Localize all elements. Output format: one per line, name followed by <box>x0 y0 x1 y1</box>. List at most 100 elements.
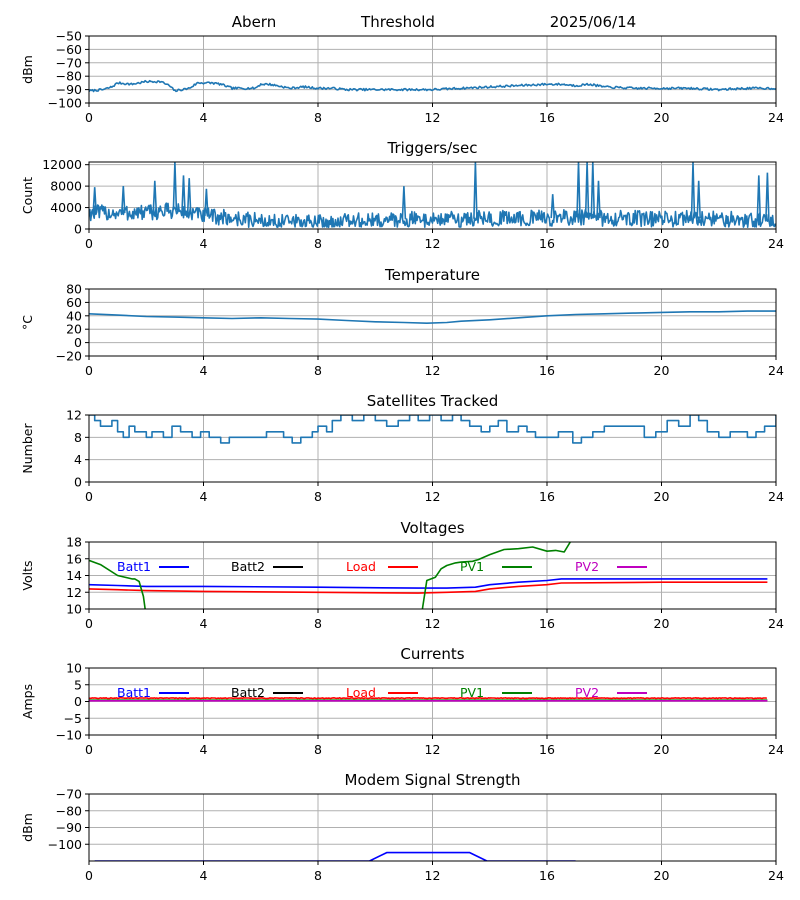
x-tick-label: 24 <box>768 489 784 504</box>
x-tick-label: 4 <box>200 742 208 757</box>
y-tick-label: 80 <box>66 282 82 297</box>
chart-voltages: Voltages Volts Batt1 Batt2 Load PV1 PV2 0 4 8 12 16… <box>20 519 784 631</box>
x-tick-label: 8 <box>314 868 322 883</box>
y-tick-label: 20 <box>66 322 82 337</box>
series-spike <box>152 180 158 213</box>
header-station: Abern <box>232 13 276 31</box>
x-tick-label: 12 <box>425 616 441 631</box>
series-line-pv1 <box>89 542 572 609</box>
y-tick-label: 14 <box>66 568 82 583</box>
series-spike <box>696 180 701 219</box>
x-tick-label: 16 <box>539 616 555 631</box>
series-spike <box>204 188 209 216</box>
x-tick-label: 16 <box>539 868 555 883</box>
x-tick-label: 8 <box>314 110 322 125</box>
legend-label-load: Load <box>346 559 376 574</box>
legend-label-load: Load <box>346 685 376 700</box>
series-spike <box>550 194 555 219</box>
y-tick-label: −90 <box>56 82 82 97</box>
y-tick-label: 12000 <box>42 157 82 172</box>
y-tick-label: −80 <box>56 69 82 84</box>
series-spike <box>596 180 601 219</box>
chart-currents: Currents Amps Batt1 Batt2 Load PV1 PV2 0 4 8 12 16 2… <box>20 645 784 757</box>
chart-title: Triggers/sec <box>387 139 478 157</box>
x-tick-label: 8 <box>314 236 322 251</box>
y-tick-label: −60 <box>56 42 82 57</box>
x-tick-label: 0 <box>85 868 93 883</box>
y-tick-label: −20 <box>56 349 82 364</box>
y-tick-label: 16 <box>66 551 82 566</box>
x-tick-label: 12 <box>425 868 441 883</box>
chart-title: Modem Signal Strength <box>345 771 521 789</box>
y-tick-label: 12 <box>66 585 82 600</box>
y-tick-label: 12 <box>66 408 82 423</box>
chart-title: Temperature <box>384 266 480 284</box>
x-tick-label: 20 <box>654 363 670 378</box>
x-tick-label: 4 <box>200 868 208 883</box>
y-tick-label: 8 <box>74 430 82 445</box>
x-tick-label: 0 <box>85 616 93 631</box>
x-tick-label: 16 <box>539 363 555 378</box>
series-spike <box>765 172 770 221</box>
legend-label-batt1: Batt1 <box>117 685 151 700</box>
x-tick-label: 24 <box>768 616 784 631</box>
y-tick-label: −90 <box>56 820 82 835</box>
series-line-batt1 <box>89 578 768 589</box>
legend-label-batt1: Batt1 <box>117 559 151 574</box>
series-spike <box>121 186 126 213</box>
series-line-load <box>89 697 768 700</box>
x-tick-label: 16 <box>539 489 555 504</box>
series-spike <box>584 162 590 218</box>
y-axis-label: dBm <box>20 55 35 84</box>
x-tick-label: 4 <box>200 616 208 631</box>
y-tick-label: 10 <box>66 602 82 617</box>
y-axis-label: dBm <box>20 813 35 842</box>
series-line-series <box>89 202 776 229</box>
legend-label-pv2: PV2 <box>575 559 599 574</box>
y-tick-label: 0 <box>74 475 82 490</box>
y-tick-label: 5 <box>74 677 82 692</box>
legend-label-pv1: PV1 <box>460 685 484 700</box>
x-tick-label: 4 <box>200 363 208 378</box>
legend-label-batt2: Batt2 <box>231 559 265 574</box>
series-spike <box>92 187 97 213</box>
series-spike <box>756 175 762 221</box>
x-tick-label: 16 <box>539 110 555 125</box>
legend-label-pv1: PV1 <box>460 559 484 574</box>
series-line-series <box>89 79 776 93</box>
y-tick-label: −80 <box>56 803 82 818</box>
y-tick-label: 18 <box>66 535 82 550</box>
x-tick-label: 20 <box>654 742 670 757</box>
series-line-batt1 <box>94 851 576 861</box>
y-tick-label: 8000 <box>50 179 82 194</box>
header-mode: Threshold <box>360 13 435 31</box>
x-tick-label: 16 <box>539 236 555 251</box>
y-axis-label: Amps <box>20 684 35 719</box>
chart-triggers: Triggers/sec Count 0 4 8 12 16 20 24 0 4000 8000 120… <box>20 139 784 251</box>
y-tick-label: −100 <box>48 96 82 111</box>
y-axis-label: °C <box>20 315 35 330</box>
x-tick-label: 12 <box>425 236 441 251</box>
y-tick-label: 4 <box>74 452 82 467</box>
legend-label-batt2: Batt2 <box>231 685 265 700</box>
y-tick-label: −50 <box>56 29 82 44</box>
series-line-series <box>89 310 776 324</box>
x-tick-label: 24 <box>768 110 784 125</box>
x-tick-label: 20 <box>654 868 670 883</box>
y-tick-label: 40 <box>66 308 82 323</box>
y-tick-label: −100 <box>48 837 82 852</box>
x-tick-label: 0 <box>85 742 93 757</box>
header-date: 2025/06/14 <box>550 13 636 31</box>
series-line-series <box>89 415 776 444</box>
chart-noise: dBm 0 4 8 12 16 20 24 −100−90−80−70−60−50 <box>20 29 784 126</box>
y-tick-label: 0 <box>74 335 82 350</box>
x-tick-label: 8 <box>314 616 322 631</box>
y-axis-label: Number <box>20 423 35 474</box>
x-tick-label: 12 <box>425 489 441 504</box>
chart-title: Voltages <box>400 519 464 537</box>
x-tick-label: 8 <box>314 489 322 504</box>
x-tick-label: 4 <box>200 236 208 251</box>
y-tick-label: −10 <box>56 728 82 743</box>
